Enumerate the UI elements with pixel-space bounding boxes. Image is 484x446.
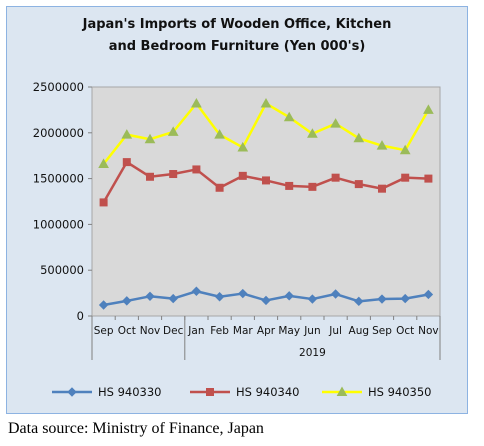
x-tick-label: Oct [396,325,414,337]
data-point [262,176,270,185]
y-tick-label: 2000000 [33,126,84,140]
data-point [261,295,271,306]
x-tick-label: Jul [328,325,342,337]
x-tick-label: Jun [303,325,320,337]
legend-entry: HS 940350 [322,385,432,399]
data-point [215,183,224,192]
data-source-note: Data source: Ministry of Finance, Japan [8,420,264,437]
x-tick-label: Apr [257,325,276,337]
data-point [145,291,155,302]
data-point [238,171,247,180]
data-point [99,198,108,207]
legend-marker [206,388,214,396]
data-point [354,180,363,189]
data-point [353,132,365,143]
data-point [307,294,318,304]
chart-title: Japan's Imports of Wooden Office, Kitche… [82,17,392,54]
data-point [122,158,131,167]
legend-entry: HS 940330 [52,385,162,399]
x-tick-label: Nov [418,325,439,337]
data-point [214,292,225,302]
data-point [98,300,109,310]
data-point [307,128,318,138]
data-point [376,140,388,150]
data-point [237,141,249,152]
data-point [121,129,133,139]
data-point [214,129,225,139]
legend-marker [336,386,348,396]
data-point [191,286,202,296]
data-point [169,170,178,179]
legend-label: HS 940340 [236,385,300,399]
x-tick-label: Feb [210,325,229,337]
data-point [377,294,387,304]
series-hs-940340 [99,158,433,207]
x-tick-label: Sep [372,325,392,337]
data-point [400,293,410,304]
series-hs-940330 [98,286,434,310]
data-point [122,296,132,306]
data-point [308,182,317,191]
x-tick-label: Dec [163,325,184,337]
data-point [354,296,364,307]
plot-area [91,86,441,317]
data-point [168,293,178,304]
data-point [331,173,340,182]
data-point [330,118,341,128]
data-point [423,104,434,114]
x-tick-label: Mar [233,325,253,337]
y-tick-label: 1000000 [33,217,84,231]
series-hs-940350 [98,97,434,168]
data-point [399,144,411,155]
data-point [146,172,154,181]
data-point [424,174,433,183]
x-tick-label: Jan [187,325,204,337]
data-point [260,97,272,108]
x-tick-label: Aug [349,325,370,337]
legend-entry: HS 940340 [190,385,300,399]
data-point [284,291,294,301]
x-tick-label: Nov [140,325,161,337]
y-tick-label: 0 [77,309,84,323]
data-point [167,126,179,136]
data-point [285,181,294,190]
legend-marker [67,387,77,397]
data-point [192,165,201,174]
data-point [191,97,202,108]
year-label: 2019 [299,347,326,359]
y-tick-label: 500000 [40,263,84,277]
x-tick-label: May [278,325,300,337]
x-tick-label: Sep [94,325,114,337]
data-point [144,133,156,144]
data-point [401,173,410,182]
y-tick-label: 2500000 [33,80,84,94]
data-point [283,111,295,122]
data-point [238,288,248,299]
data-point [330,289,341,299]
data-point [423,289,434,300]
x-tick-label: Oct [118,325,136,337]
legend-label: HS 940350 [368,385,432,399]
y-tick-label: 1500000 [33,172,84,186]
data-point [378,184,386,193]
data-point [98,158,109,168]
legend-label: HS 940330 [98,385,162,399]
